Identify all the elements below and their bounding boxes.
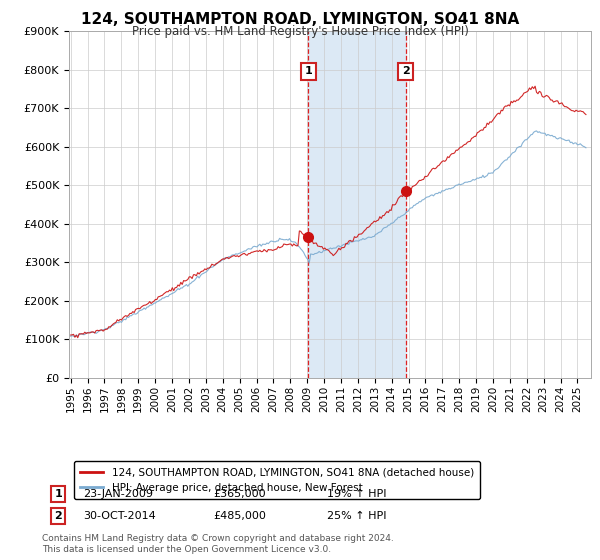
Legend: 124, SOUTHAMPTON ROAD, LYMINGTON, SO41 8NA (detached house), HPI: Average price,: 124, SOUTHAMPTON ROAD, LYMINGTON, SO41 8…: [74, 461, 480, 499]
Text: 25% ↑ HPI: 25% ↑ HPI: [327, 511, 386, 521]
Text: 19% ↑ HPI: 19% ↑ HPI: [327, 489, 386, 499]
Text: 30-OCT-2014: 30-OCT-2014: [83, 511, 155, 521]
Text: Price paid vs. HM Land Registry's House Price Index (HPI): Price paid vs. HM Land Registry's House …: [131, 25, 469, 38]
Text: 23-JAN-2009: 23-JAN-2009: [83, 489, 153, 499]
Text: Contains HM Land Registry data © Crown copyright and database right 2024.
This d: Contains HM Land Registry data © Crown c…: [42, 534, 394, 554]
Text: £365,000: £365,000: [213, 489, 266, 499]
Bar: [308, 31, 406, 378]
Text: 1: 1: [55, 489, 62, 499]
Text: 2: 2: [55, 511, 62, 521]
Text: 1: 1: [305, 66, 312, 76]
Text: 2: 2: [402, 66, 410, 76]
Text: 124, SOUTHAMPTON ROAD, LYMINGTON, SO41 8NA: 124, SOUTHAMPTON ROAD, LYMINGTON, SO41 8…: [81, 12, 519, 27]
Text: £485,000: £485,000: [213, 511, 266, 521]
